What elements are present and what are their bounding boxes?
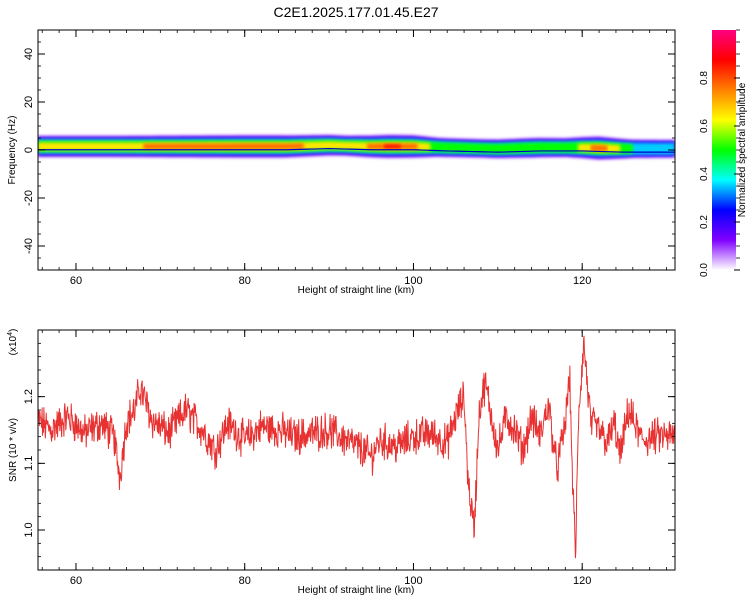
x-tick-label-1: 80 bbox=[239, 275, 251, 287]
colorbar-tick-label-3: 0.6 bbox=[699, 119, 710, 133]
x-tick-label-3: 120 bbox=[573, 575, 591, 587]
snr-y-multiplier: (x104) bbox=[7, 329, 19, 356]
y-tick-label-4: -40 bbox=[23, 238, 35, 254]
x-tick-label-0: 60 bbox=[70, 575, 82, 587]
x-tick-label-0: 60 bbox=[70, 275, 82, 287]
spectrogram-level-6-seg-0 bbox=[383, 144, 401, 148]
colorbar-tick-label-4: 0.8 bbox=[699, 71, 710, 85]
snr-panel: 60 80 100 120 1.2 1.1 1.0 Height of straight l… bbox=[7, 329, 676, 596]
y-tick-label-0: 1.2 bbox=[23, 389, 35, 404]
spectrogram-y-label: Frequency (Hz) bbox=[7, 116, 18, 185]
spectrogram-band bbox=[38, 135, 675, 160]
y-tick-label-0: 40 bbox=[23, 48, 35, 60]
figure-title: C2E1.2025.177.01.45.E27 bbox=[273, 4, 438, 20]
y-tick-label-3: -20 bbox=[23, 190, 35, 206]
y-tick-label-2: 0 bbox=[23, 147, 35, 153]
colorbar-tick-label-1: 0.2 bbox=[699, 215, 710, 229]
colorbar-tick-label-2: 0.4 bbox=[699, 167, 710, 181]
y-tick-label-1: 1.1 bbox=[23, 456, 35, 471]
colorbar-bar bbox=[712, 30, 736, 270]
snr-series-line bbox=[38, 335, 675, 559]
colorbar-tick-label-0: 0.0 bbox=[699, 263, 710, 277]
y-tick-label-2: 1.0 bbox=[23, 522, 35, 537]
spectrogram-panel: 60 80 100 120 40 20 0 -20 -40 Height of straight… bbox=[7, 29, 676, 296]
colorbar-label: Normalized spectral amplitude bbox=[737, 82, 748, 217]
snr-ticks: 60 80 100 120 1.2 1.1 1.0 bbox=[23, 329, 675, 587]
snr-frame bbox=[37, 329, 676, 571]
spectrogram-level-5-seg-2 bbox=[590, 145, 608, 152]
spectrogram-x-label: Height of straight line (km) bbox=[298, 285, 415, 296]
x-tick-label-3: 120 bbox=[573, 275, 591, 287]
x-tick-label-2: 100 bbox=[404, 575, 422, 587]
x-tick-label-1: 80 bbox=[239, 575, 251, 587]
colorbar-ticks: 0.0 0.2 0.4 0.6 0.8 bbox=[699, 29, 740, 277]
y-tick-label-1: 20 bbox=[23, 96, 35, 108]
spectrogram-ridge bbox=[38, 147, 675, 153]
spectrogram-ticks: 60 80 100 120 40 20 0 -20 -40 bbox=[23, 29, 675, 287]
snr-x-label: Height of straight line (km) bbox=[298, 585, 415, 596]
spectrogram-level-5-seg-0 bbox=[143, 143, 304, 150]
snr-y-label: SNR (10 * v/v) bbox=[8, 418, 19, 482]
colorbar: 0.0 0.2 0.4 0.6 0.8 Normalized spectral ampl… bbox=[699, 29, 748, 277]
x-tick-label-2: 100 bbox=[404, 275, 422, 287]
